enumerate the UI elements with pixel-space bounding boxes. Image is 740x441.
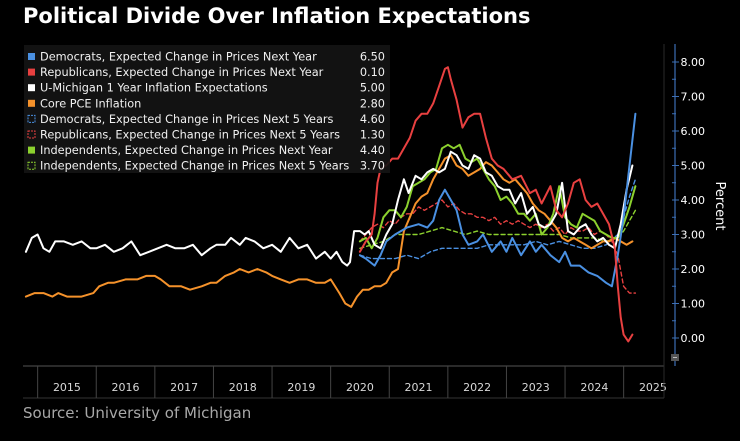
- y-axis-label: Percent: [712, 182, 727, 231]
- y-tick-label: 4.00: [681, 194, 706, 207]
- legend-value: 5.00: [360, 82, 385, 95]
- legend-swatch: [28, 84, 35, 92]
- legend-label: Republicans, Expected Change in Prices N…: [40, 129, 340, 142]
- x-tick-label: 2020: [346, 381, 374, 394]
- x-tick-label: 2019: [287, 381, 315, 394]
- series-line-2: [358, 66, 634, 343]
- legend-label: Republicans, Expected Change in Prices N…: [40, 66, 324, 79]
- x-tick-label: 2016: [112, 381, 140, 394]
- y-tick-label: 2.00: [681, 263, 706, 276]
- series-line-6: [359, 199, 637, 294]
- y-tick-label: 7.00: [681, 91, 706, 104]
- y-tick-label: 1.00: [681, 298, 706, 311]
- legend-swatch: [27, 130, 36, 139]
- series-line-7: [358, 143, 637, 250]
- legend-swatch: [27, 114, 36, 123]
- y-tick-label: 3.00: [681, 229, 706, 242]
- y-tick-label: 0.00: [681, 332, 706, 345]
- legend-swatch: [28, 53, 35, 60]
- legend-value: 4.40: [360, 144, 385, 157]
- legend-label: Core PCE Inflation: [40, 97, 141, 110]
- legend-background: [24, 45, 390, 173]
- x-tick-label: 2021: [405, 381, 433, 394]
- legend-value: 0.10: [360, 66, 385, 79]
- x-tick-label: 2017: [170, 381, 198, 394]
- series-line-4: [24, 154, 634, 308]
- y-tick-label: 5.00: [681, 160, 706, 173]
- legend-label: Democrats, Expected Change in Prices Nex…: [40, 113, 334, 126]
- legend-label: U-Michigan 1 Year Inflation Expectations: [40, 82, 268, 95]
- x-tick-label: 2018: [229, 381, 257, 394]
- legend: Democrats, Expected Change in Prices Nex…: [24, 45, 390, 173]
- chart-title: Political Divide Over Inflation Expectat…: [23, 4, 531, 28]
- legend-label: Independents, Expected Change in Prices …: [40, 144, 333, 157]
- series-lines: [24, 66, 637, 343]
- x-tick-label: 2015: [53, 381, 81, 394]
- series-line-8: [359, 209, 637, 249]
- legend-value: 6.50: [360, 51, 385, 64]
- legend-swatch: [28, 146, 35, 154]
- source-note: Source: University of Michigan: [23, 404, 252, 422]
- y-tick-label: 6.00: [681, 125, 706, 138]
- zoom-reset-icon[interactable]: [671, 354, 679, 361]
- x-tick-label: 2022: [463, 381, 491, 394]
- legend-label: Democrats, Expected Change in Prices Nex…: [40, 51, 317, 64]
- x-tick-label: 2023: [522, 381, 550, 394]
- x-tick-label: 2025: [639, 381, 667, 394]
- legend-value: 1.30: [360, 129, 385, 142]
- legend-value: 3.70: [360, 160, 385, 173]
- legend-swatch: [28, 99, 35, 107]
- legend-value: 4.60: [360, 113, 385, 126]
- series-line-1: [358, 112, 637, 288]
- x-axis: 2015 2016 2017 2018 2019 2020 2021 2022 2023 2024…: [23, 365, 667, 399]
- x-tick-label: 2024: [580, 381, 608, 394]
- legend-swatch: [27, 161, 36, 170]
- series-line-3: [24, 150, 634, 267]
- y-axis: 0.00 1.00 2.00 3.00 4.00 5.00 6.00 7.00 8.00: [663, 44, 706, 398]
- y-tick-label: 8.00: [681, 56, 706, 69]
- legend-value: 2.80: [360, 97, 385, 110]
- legend-label: Independents, Expected Change in Prices …: [40, 160, 349, 173]
- series-line-5: [359, 178, 637, 260]
- legend-swatch: [28, 68, 35, 76]
